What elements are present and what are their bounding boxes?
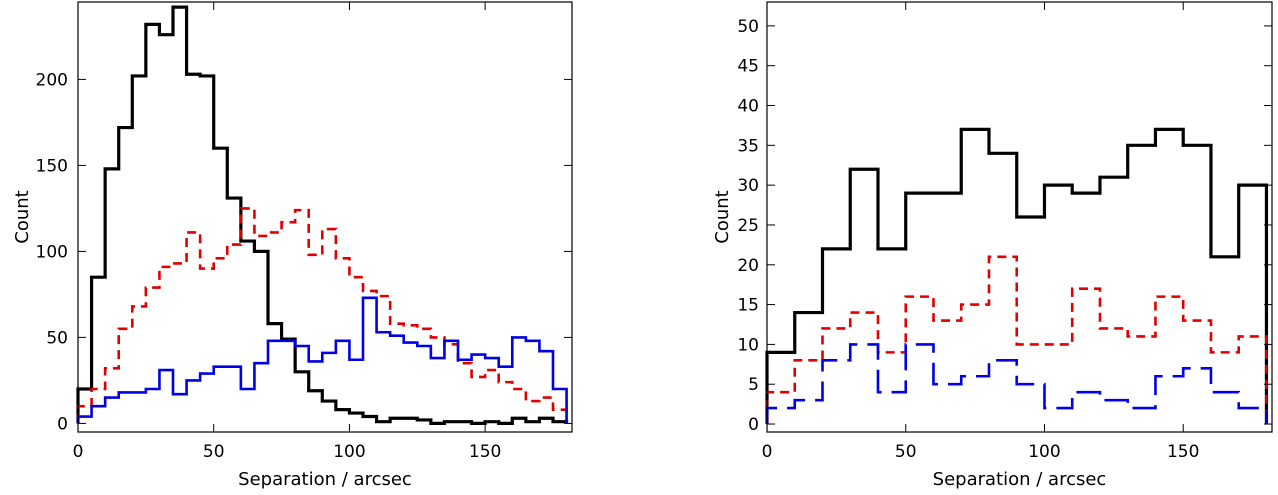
series-group [765, 127, 1269, 425]
y-tick-label: 25 [737, 216, 759, 236]
x-tick-label: 150 [1167, 442, 1199, 462]
x-tick-label: 150 [469, 442, 501, 462]
x-tick-label: 50 [203, 442, 225, 462]
y-tick-label: 20 [737, 256, 759, 276]
y-tick-label: 50 [46, 328, 68, 348]
y-tick-label: 0 [57, 414, 68, 434]
x-tick-label: 100 [1028, 442, 1060, 462]
histogram-series-line [76, 296, 568, 424]
y-tick-label: 100 [36, 242, 68, 262]
x-axis-label: Separation / arcsec [933, 469, 1107, 490]
y-tick-label: 50 [737, 17, 759, 37]
y-tick-label: 10 [737, 335, 759, 355]
left-histogram-panel: 0 50 100 150 0 50 100 150 200 Separation / arcsec… [12, 1, 573, 490]
x-tick-label: 50 [895, 442, 917, 462]
y-tick-label: 45 [737, 57, 759, 77]
histogram-series-line [765, 127, 1269, 425]
y-tick-label: 15 [737, 296, 759, 316]
y-tick-label: 5 [748, 375, 759, 395]
histogram-series-line [765, 255, 1268, 425]
x-tick-label: 100 [333, 442, 365, 462]
y-tick-label: 30 [737, 176, 759, 196]
y-tick-label: 200 [36, 70, 68, 90]
y-axis-label: Count [12, 190, 33, 243]
y-tick-label: 150 [36, 156, 68, 176]
x-tick-label: 0 [73, 442, 84, 462]
y-axis-label: Count [712, 190, 733, 243]
right-histogram-panel: 0 50 100 150 0 5 10 15 20 25 30 35 40 45 50 Separation … [712, 1, 1273, 490]
histogram-series-line [765, 343, 1268, 425]
y-tick-label: 35 [737, 136, 759, 156]
x-axis-label: Separation / arcsec [238, 469, 412, 490]
plot-frame [766, 1, 1273, 433]
x-tick-label: 0 [762, 442, 773, 462]
plot-frame [77, 1, 573, 433]
y-tick-label: 40 [737, 97, 759, 117]
y-tick-label: 0 [748, 415, 759, 435]
series-group [76, 5, 569, 425]
histogram-series-line [76, 5, 569, 425]
